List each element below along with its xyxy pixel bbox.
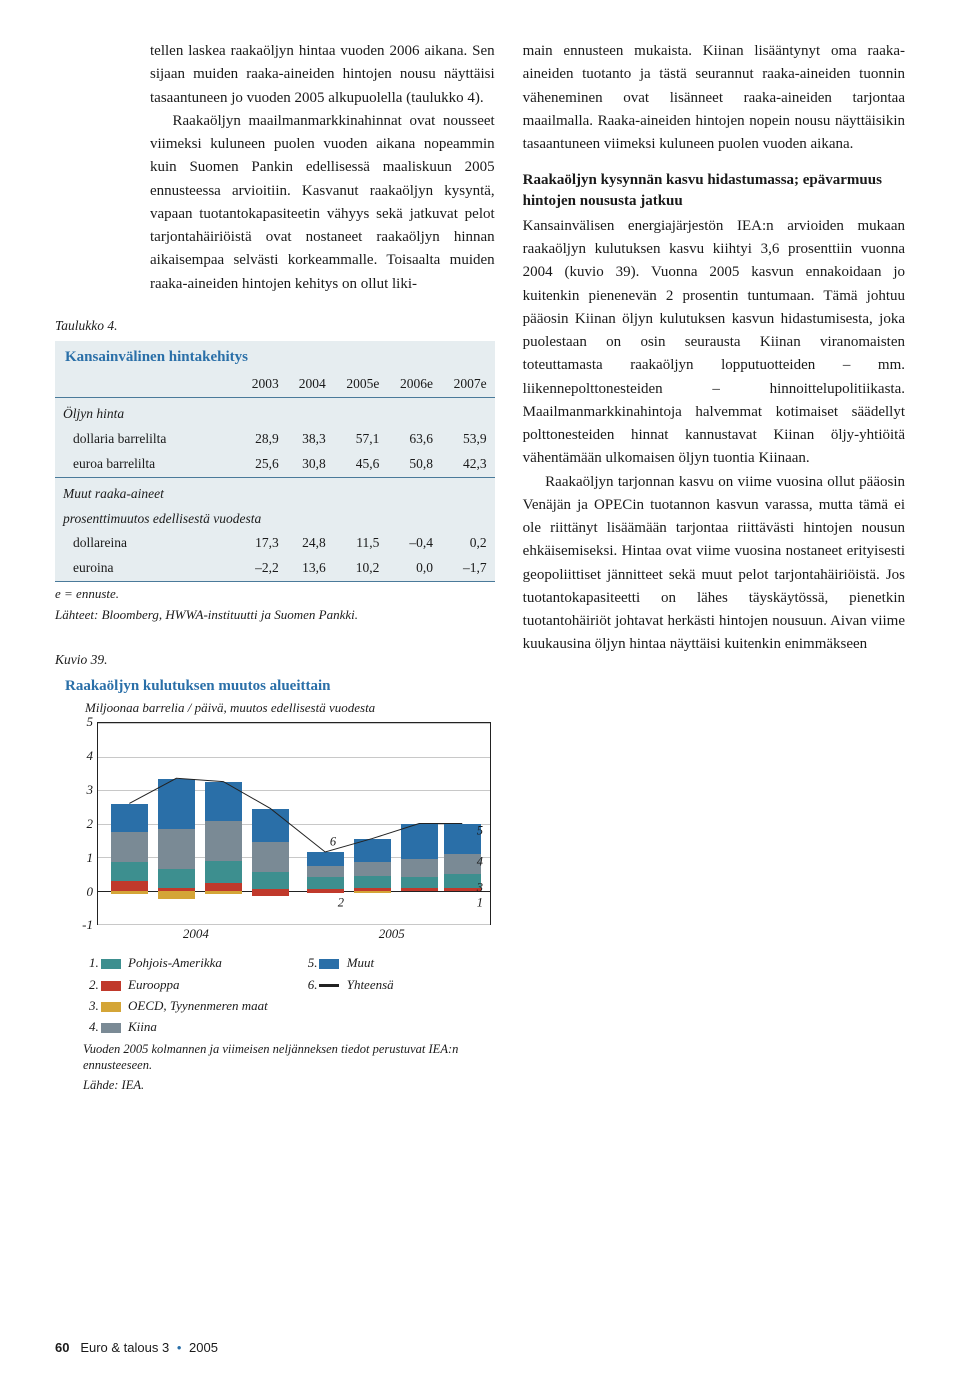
legend-swatch <box>101 959 121 969</box>
table-title-row: Kansainvälinen hintakehitys <box>55 341 495 372</box>
table-group1-label: Öljyn hinta <box>55 398 495 427</box>
legend-item: 4. Kiina <box>89 1017 268 1037</box>
right-paragraph-3: Raakaöljyn tarjonnan kasvu on viime vuos… <box>523 471 905 657</box>
table-cell: 42,3 <box>441 452 495 477</box>
table-cell: dollaria barrelilta <box>55 427 240 452</box>
journal-name: Euro & talous 3 <box>80 1340 169 1355</box>
table-cell: 24,8 <box>287 531 334 556</box>
legend-swatch <box>101 1002 121 1012</box>
table-cell: 0,2 <box>441 531 495 556</box>
legend-item: 2. Eurooppa <box>89 975 268 995</box>
legend-item: 5. Muut <box>308 953 394 973</box>
chart-footnote-2: Lähde: IEA. <box>55 1077 495 1093</box>
section-heading: Raakaöljyn kysynnän kasvu hidastumassa; … <box>523 170 905 211</box>
chart-ytick: 4 <box>87 746 94 766</box>
legend-item: 3. OECD, Tyynenmeren maat <box>89 996 268 1016</box>
chart-ytick: 2 <box>87 814 94 834</box>
table-cell: 30,8 <box>287 452 334 477</box>
legend-swatch <box>319 984 339 987</box>
table-cell: 11,5 <box>334 531 388 556</box>
chart-ytick: 0 <box>87 881 94 901</box>
table-cell: 45,6 <box>334 452 388 477</box>
chart-ytick: 1 <box>87 848 94 868</box>
table-group2-sub: prosenttimuutos edellisestä vuodesta <box>55 507 495 532</box>
left-paragraph-1: tellen laskea raakaöljyn hintaa vuoden 2… <box>150 40 495 110</box>
table-cell: 50,8 <box>387 452 441 477</box>
table-cell: 17,3 <box>240 531 287 556</box>
chart-legend: 1. Pohjois-Amerikka2. Eurooppa3. OECD, T… <box>55 953 495 1037</box>
table-group2-label: Muut raaka-aineet <box>55 478 495 507</box>
left-column: tellen laskea raakaöljyn hintaa vuoden 2… <box>55 40 495 1094</box>
table-title: Kansainvälinen hintakehitys <box>65 349 248 365</box>
chart-callout: 2 <box>338 893 344 912</box>
table-cell: 28,9 <box>240 427 287 452</box>
chart-footnote-1: Vuoden 2005 kolmannen ja viimeisen neljä… <box>55 1041 495 1074</box>
legend-item: 6. Yhteensä <box>308 975 394 995</box>
table-col-header: 2006e <box>387 372 441 397</box>
two-column-layout: tellen laskea raakaöljyn hintaa vuoden 2… <box>55 40 905 1094</box>
chart-subtitle: Miljoonaa barrelia / päivä, muutos edell… <box>55 698 495 718</box>
legend-swatch <box>319 959 339 969</box>
table-cell: 13,6 <box>287 556 334 581</box>
right-column: main ennusteen mukaista. Kiinan lisäänty… <box>523 40 905 1094</box>
legend-swatch <box>101 1023 121 1033</box>
table-cell: –0,4 <box>387 531 441 556</box>
table-col-header: 2003 <box>240 372 287 397</box>
left-paragraph-2: Raakaöljyn maailmanmarkkinahinnat ovat n… <box>150 110 495 296</box>
table-cell: 38,3 <box>287 427 334 452</box>
table-cell: 53,9 <box>441 427 495 452</box>
legend-swatch <box>101 981 121 991</box>
data-table: 200320042005e2006e2007e Öljyn hinta doll… <box>55 372 495 582</box>
table-col-header: 2005e <box>334 372 388 397</box>
table-cell: euroina <box>55 556 240 581</box>
table-col-header <box>55 372 240 397</box>
chart-39: Kuvio 39. Raakaöljyn kulutuksen muutos a… <box>55 650 495 1094</box>
page-number: 60 <box>55 1340 69 1355</box>
table-4: Taulukko 4. Kansainvälinen hintakehitys … <box>55 316 495 624</box>
table-cell: 63,6 <box>387 427 441 452</box>
chart-ytick: -1 <box>82 915 93 935</box>
table-cell: –2,2 <box>240 556 287 581</box>
dot-icon: • <box>177 1340 182 1355</box>
chart-title: Raakaöljyn kulutuksen muutos alueittain <box>55 675 495 698</box>
right-paragraph-1: main ennusteen mukaista. Kiinan lisäänty… <box>523 40 905 156</box>
chart-ytick: 3 <box>87 780 94 800</box>
legend-item: 1. Pohjois-Amerikka <box>89 953 268 973</box>
table-col-header: 2004 <box>287 372 334 397</box>
chart-ytick: 5 <box>87 712 94 732</box>
chart-callout: 4 <box>477 853 483 872</box>
journal-year: 2005 <box>189 1340 218 1355</box>
chart-plot: 20042005625431 <box>97 722 491 925</box>
table-note-1: e = ennuste. <box>55 582 495 603</box>
chart-callout: 1 <box>477 893 483 912</box>
page-footer: 60 Euro & talous 3 • 2005 <box>55 1338 218 1358</box>
table-cell: 25,6 <box>240 452 287 477</box>
table-cell: 57,1 <box>334 427 388 452</box>
table-cell: dollareina <box>55 531 240 556</box>
chart-xlabel: 2005 <box>379 924 405 944</box>
chart-callout: 5 <box>477 821 483 840</box>
table-cell: 0,0 <box>387 556 441 581</box>
left-body: tellen laskea raakaöljyn hintaa vuoden 2… <box>55 40 495 296</box>
table-note-2: Lähteet: Bloomberg, HWWA-instituutti ja … <box>55 603 495 624</box>
right-paragraph-2: Kansainvälisen energiajärjestön IEA:n ar… <box>523 215 905 471</box>
chart-caption: Kuvio 39. <box>55 650 495 671</box>
table-cell: 10,2 <box>334 556 388 581</box>
chart-area: 20042005625431 -1012345 <box>79 722 491 947</box>
chart-xlabel: 2004 <box>183 924 209 944</box>
chart-callout: 6 <box>330 833 336 852</box>
table-cell: –1,7 <box>441 556 495 581</box>
table-caption: Taulukko 4. <box>55 316 495 337</box>
table-cell: euroa barrelilta <box>55 452 240 477</box>
table-col-header: 2007e <box>441 372 495 397</box>
